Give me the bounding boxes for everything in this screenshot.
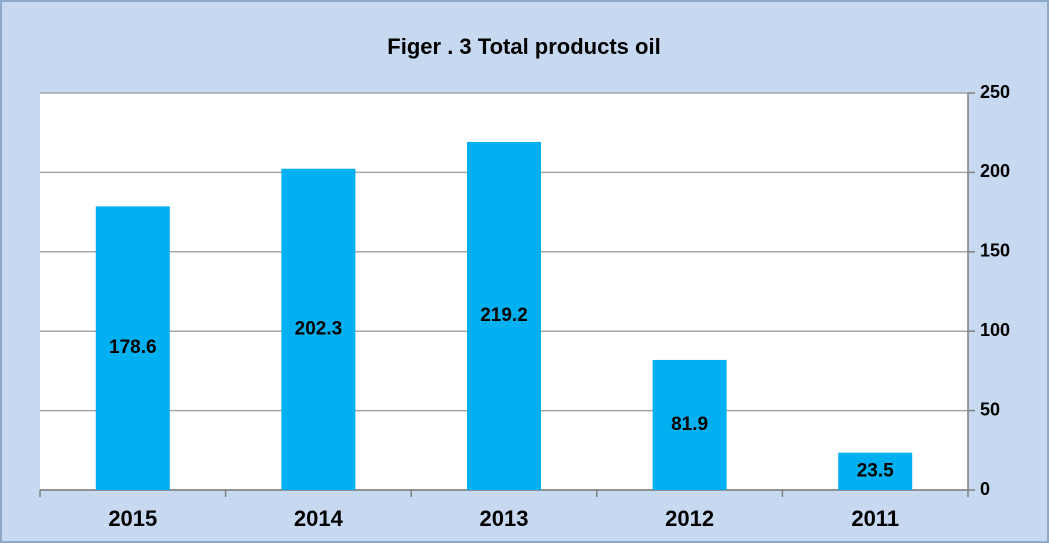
x-tick-label: 2013 bbox=[480, 506, 529, 531]
y-tick-label: 0 bbox=[980, 479, 990, 499]
y-tick-label: 50 bbox=[980, 399, 1000, 419]
bar bbox=[467, 141, 541, 490]
y-tick-label: 150 bbox=[980, 241, 1010, 261]
data-label: 81.9 bbox=[671, 414, 708, 435]
x-tick-label: 2014 bbox=[294, 506, 344, 531]
bar bbox=[838, 452, 913, 490]
data-label: 219.2 bbox=[480, 305, 528, 326]
x-tick-label: 2012 bbox=[665, 506, 714, 531]
data-label: 202.3 bbox=[295, 318, 343, 339]
chart-title: Figer . 3 Total products oil bbox=[387, 34, 660, 59]
y-tick-label: 200 bbox=[980, 161, 1010, 181]
y-tick-label: 250 bbox=[980, 82, 1010, 102]
bar bbox=[281, 168, 356, 490]
data-label: 23.5 bbox=[857, 460, 894, 481]
y-tick-label: 100 bbox=[980, 320, 1010, 340]
x-tick-label: 2011 bbox=[851, 506, 899, 531]
x-tick-label: 2015 bbox=[108, 506, 157, 531]
bar bbox=[95, 206, 170, 491]
bar bbox=[652, 359, 727, 490]
data-label: 178.6 bbox=[109, 337, 157, 358]
